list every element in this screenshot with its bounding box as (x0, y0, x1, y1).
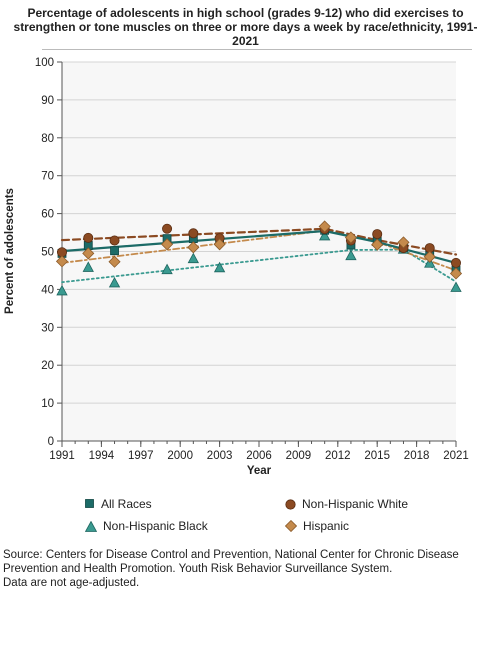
data-point-hispanic (161, 238, 174, 251)
data-point-non-hispanic-white (162, 223, 173, 234)
x-tick-label: 2015 (364, 450, 390, 462)
y-tick-label: 0 (48, 436, 54, 448)
source-note: Source: Centers for Disease Control and … (3, 548, 488, 590)
y-tick-label: 10 (41, 398, 54, 410)
title-divider (42, 49, 472, 50)
data-point-hispanic (344, 231, 357, 244)
x-tick-label: 1991 (49, 450, 75, 462)
y-tick-label: 90 (41, 95, 54, 107)
data-point-non-hispanic-white (450, 257, 461, 268)
y-tick-label: 70 (41, 171, 54, 183)
source-line: Data are not age-adjusted. (3, 577, 140, 589)
y-tick-label: 40 (41, 284, 54, 296)
y-tick-label: 30 (41, 322, 54, 334)
x-tick-label: 2009 (286, 450, 312, 462)
y-tick-label: 60 (41, 209, 54, 221)
data-point-hispanic (318, 220, 331, 233)
x-tick-label: 2012 (325, 450, 351, 462)
data-point-non-hispanic-white (188, 228, 199, 239)
data-markers (55, 220, 463, 296)
x-tick-label: 1994 (89, 450, 115, 462)
y-tick-label: 100 (35, 57, 54, 69)
data-point-non-hispanic-black (56, 284, 68, 296)
data-point-hispanic (213, 238, 226, 251)
source-line: Source: Centers for Disease Control and … (3, 549, 459, 561)
source-line: Prevention and Health Promotion. Youth R… (3, 563, 393, 575)
chart-title: Percentage of adolescents in high school… (13, 6, 478, 48)
x-tick-label: 2000 (167, 450, 193, 462)
data-point-all-races (110, 246, 119, 256)
data-point-non-hispanic-black (108, 276, 121, 288)
data-point-non-hispanic-white (372, 229, 383, 240)
x-tick-label: 2021 (443, 450, 469, 462)
y-tick-label: 80 (41, 133, 54, 145)
data-point-non-hispanic-black (213, 261, 226, 273)
data-point-hispanic (397, 236, 410, 249)
data-point-hispanic (449, 267, 463, 280)
y-tick-label: 50 (41, 247, 54, 259)
x-tick-label: 2018 (404, 450, 430, 462)
x-tick-label: 1997 (128, 450, 154, 462)
data-point-hispanic (82, 247, 95, 260)
data-point-non-hispanic-white (83, 232, 94, 243)
data-point-hispanic (423, 250, 436, 263)
data-point-non-hispanic-black (82, 261, 94, 272)
data-point-hispanic (187, 241, 200, 254)
x-axis-title: Year (247, 465, 272, 477)
data-point-hispanic (371, 238, 384, 251)
grid-lines (62, 61, 456, 404)
data-point-non-hispanic-black (187, 252, 200, 264)
data-point-non-hispanic-white (109, 235, 120, 246)
data-point-hispanic (108, 255, 121, 268)
x-tick-label: 2003 (207, 450, 233, 462)
data-point-hispanic (55, 255, 69, 268)
y-tick-label: 20 (41, 360, 54, 372)
data-point-non-hispanic-black (345, 249, 357, 261)
x-tick-label: 2006 (246, 450, 272, 462)
data-point-non-hispanic-black (450, 281, 462, 292)
data-point-non-hispanic-black (161, 263, 173, 275)
y-axis-title: Percent of adolescents (4, 188, 16, 314)
data-point-non-hispanic-black (318, 229, 331, 241)
